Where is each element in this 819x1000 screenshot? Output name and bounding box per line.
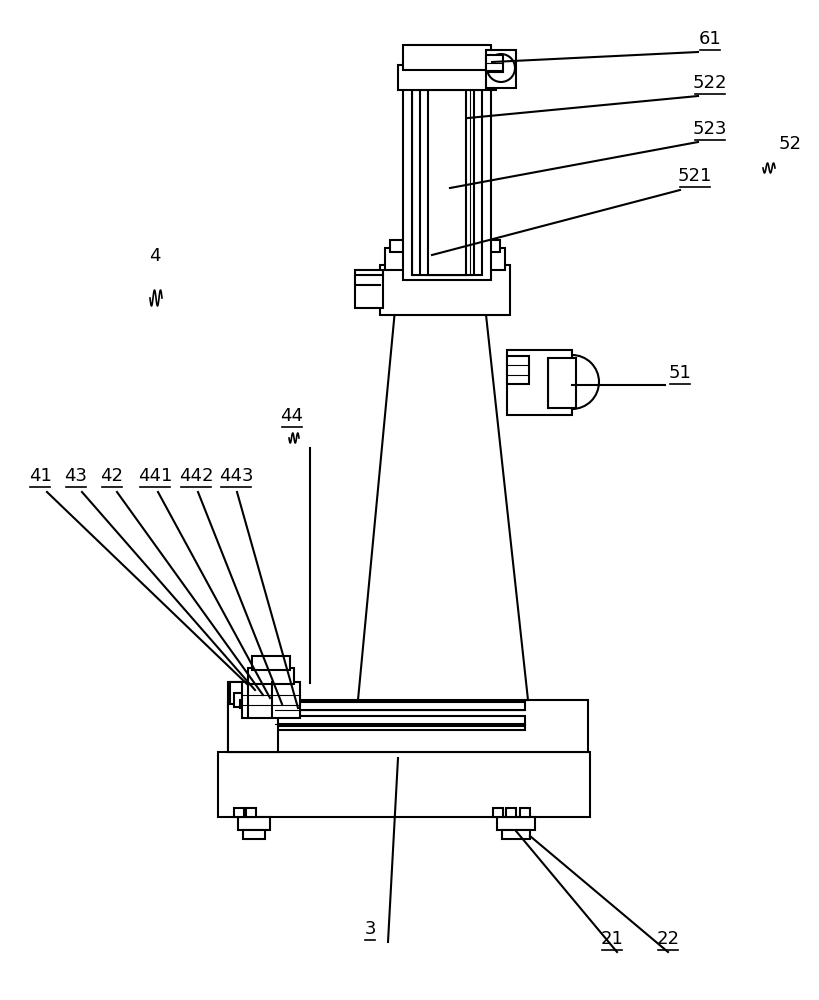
Text: 61: 61 — [699, 30, 722, 48]
Text: 41: 41 — [29, 467, 52, 485]
Text: 44: 44 — [280, 407, 304, 425]
Bar — [252, 656, 290, 670]
Bar — [420, 90, 474, 275]
Bar — [506, 808, 516, 817]
Text: 523: 523 — [693, 120, 727, 138]
Bar — [412, 90, 482, 275]
Text: 442: 442 — [179, 467, 213, 485]
Bar — [398, 65, 496, 90]
Bar — [275, 716, 525, 724]
Bar — [275, 702, 525, 710]
Text: 22: 22 — [657, 930, 680, 948]
Bar — [390, 240, 500, 252]
Text: 43: 43 — [65, 467, 88, 485]
Bar — [385, 248, 505, 270]
Bar — [502, 830, 530, 839]
Bar — [234, 808, 244, 817]
Text: 21: 21 — [600, 930, 623, 948]
Circle shape — [487, 54, 515, 82]
Bar — [275, 726, 525, 730]
Bar — [520, 808, 530, 817]
Bar — [218, 752, 590, 817]
Text: 52: 52 — [779, 135, 802, 153]
Polygon shape — [358, 278, 528, 700]
Text: 443: 443 — [219, 467, 253, 485]
Text: 522: 522 — [693, 74, 727, 92]
Bar — [507, 356, 529, 384]
Text: 441: 441 — [138, 467, 172, 485]
Bar — [507, 350, 572, 415]
Bar — [228, 700, 588, 752]
Bar — [238, 817, 270, 830]
Text: 3: 3 — [364, 920, 376, 938]
Bar — [355, 270, 383, 308]
Bar — [497, 817, 535, 830]
Bar — [403, 85, 491, 280]
Bar — [234, 693, 248, 707]
Bar — [228, 682, 278, 752]
Bar — [248, 668, 294, 684]
Bar — [486, 50, 516, 88]
Bar — [403, 45, 491, 70]
Bar — [230, 682, 275, 704]
Bar — [243, 830, 265, 839]
Bar — [548, 358, 576, 408]
Text: 521: 521 — [678, 167, 713, 185]
Text: 42: 42 — [101, 467, 124, 485]
Bar — [486, 55, 503, 71]
Bar — [380, 265, 510, 315]
Bar — [493, 808, 503, 817]
Bar — [246, 808, 256, 817]
Text: 51: 51 — [668, 364, 691, 382]
Bar — [240, 700, 250, 708]
Bar — [428, 90, 466, 275]
Bar — [242, 682, 300, 718]
Text: 4: 4 — [149, 247, 161, 265]
